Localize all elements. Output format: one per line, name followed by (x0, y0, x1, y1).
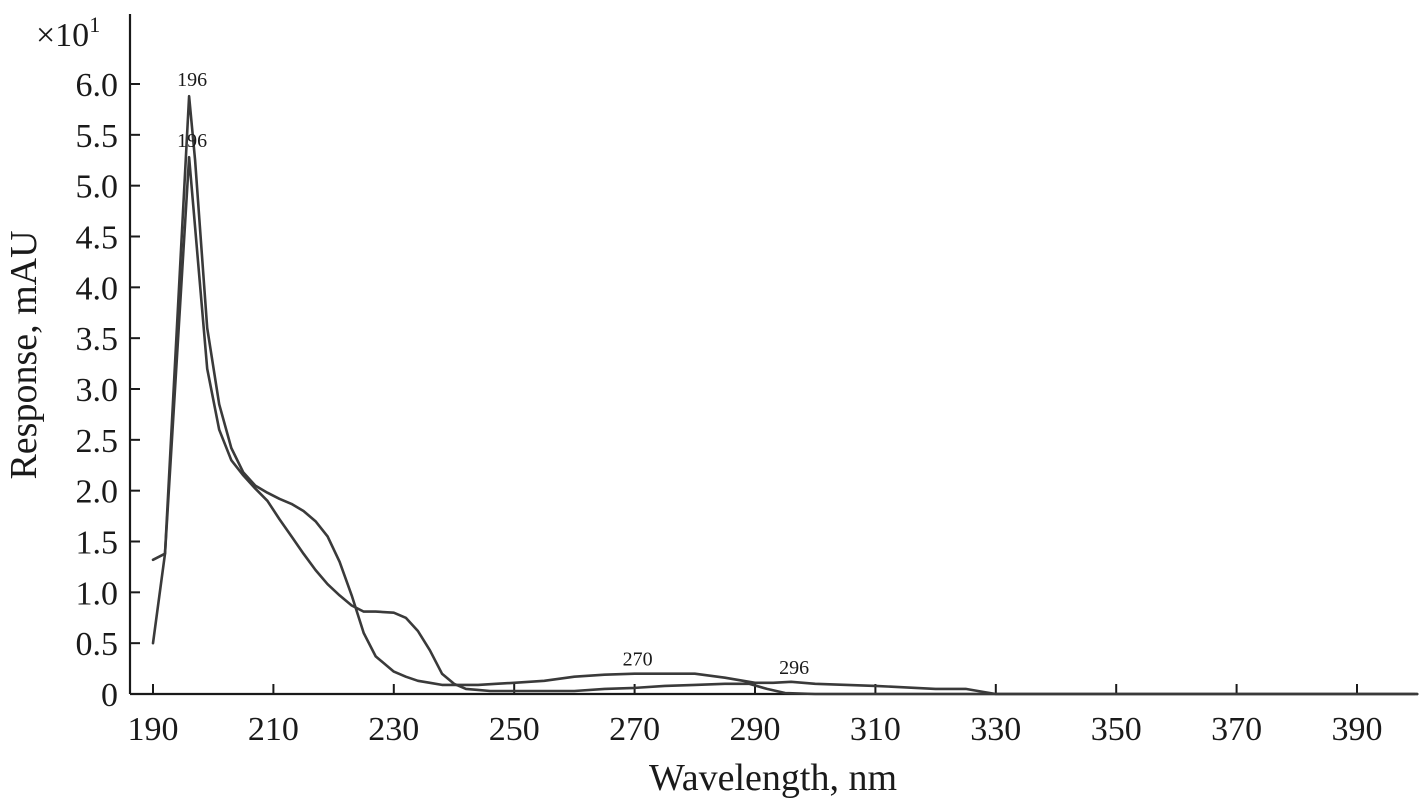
x-tick-label: 230 (368, 711, 419, 748)
peak-label: 196 (177, 69, 207, 91)
x-tick-label: 390 (1332, 711, 1383, 748)
y-tick-label: 4.0 (76, 270, 119, 307)
x-tick-label: 330 (970, 711, 1021, 748)
x-tick-label: 210 (248, 711, 299, 748)
x-tick-label: 350 (1091, 711, 1142, 748)
peak-label: 270 (623, 649, 653, 671)
x-tick-label: 370 (1211, 711, 1262, 748)
peak-label: 296 (779, 657, 809, 679)
y-tick-label: 5.5 (76, 118, 119, 155)
y-axis: 0 0.5 1.0 1.5 2.0 2.5 3.0 3.5 4.0 4.5 5.0 5.5 6.0 (76, 14, 140, 714)
peak-annotations: 196 196 270 296 (177, 69, 809, 679)
x-axis: 190 210 230 250 270 290 310 330 350 370 390 (128, 684, 1415, 748)
y-tick-label: 3.5 (76, 321, 119, 358)
y-tick-label: 0 (101, 677, 118, 714)
y-tick-label: 6.0 (76, 67, 119, 104)
x-tick-label: 250 (489, 711, 540, 748)
x-tick-label: 310 (850, 711, 901, 748)
series-lines (151, 94, 1419, 696)
x-axis-title: Wavelength, nm (649, 757, 897, 799)
x-tick-label: 190 (128, 711, 179, 748)
y-tick-label: 3.0 (76, 372, 119, 409)
y-tick-label: 2.5 (76, 423, 119, 460)
y-axis-multiplier: ×101 (36, 12, 100, 54)
x-tick-label: 290 (730, 711, 781, 748)
series-line-1 (151, 94, 1419, 696)
y-tick-label: 5.0 (76, 169, 119, 206)
x-tick-label: 270 (609, 711, 660, 748)
y-tick-label: 4.5 (76, 220, 119, 257)
y-tick-label: 1.0 (76, 575, 119, 612)
series-line-2 (151, 155, 1419, 696)
y-tick-label: 2.0 (76, 474, 119, 511)
peak-label: 196 (177, 130, 207, 152)
y-tick-label: 1.5 (76, 525, 119, 562)
y-tick-label: 0.5 (76, 626, 119, 663)
y-axis-title: Response, mAU (3, 230, 45, 479)
